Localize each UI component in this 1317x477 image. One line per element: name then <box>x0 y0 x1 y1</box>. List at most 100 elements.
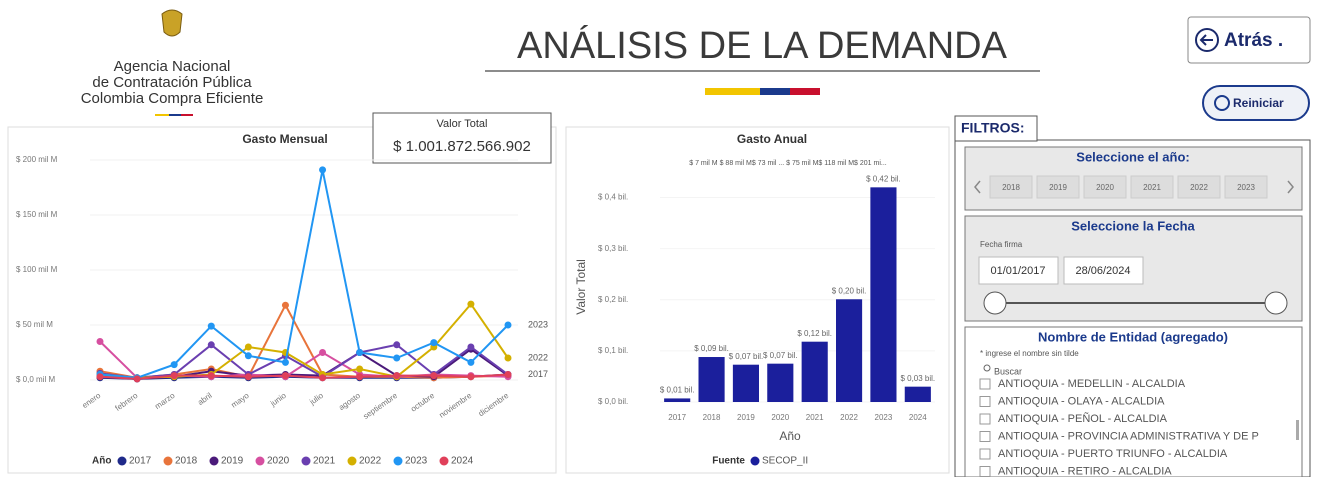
legend-label: SECOP_II <box>762 456 808 467</box>
line-marker <box>467 300 475 308</box>
value-label: $ 0,12 bil. <box>797 329 832 338</box>
year-option[interactable]: 2021 <box>1143 183 1161 192</box>
y-tick-label: $ 0,4 bil. <box>598 193 628 202</box>
line-marker <box>356 349 364 356</box>
date-slider-handle[interactable] <box>1264 291 1288 315</box>
legend-swatch <box>301 456 311 466</box>
year-list: 2018 2019 2020 2021 2022 2023 <box>989 175 1268 199</box>
line-marker <box>244 352 252 360</box>
line-marker <box>96 338 104 345</box>
back-label[interactable]: Atrás . <box>1224 30 1283 51</box>
date-start-box[interactable] <box>978 256 1059 285</box>
entity-checkbox[interactable] <box>979 448 991 460</box>
line-marker <box>170 361 178 369</box>
date-end-box[interactable] <box>1063 256 1144 285</box>
entity-checkbox[interactable] <box>979 431 991 442</box>
reset-label[interactable]: Reiniciar <box>1233 96 1284 110</box>
flag-stripe <box>760 88 790 95</box>
entity-option[interactable]: ANTIOQUIA - PROVINCIA ADMINISTRATIVA Y D… <box>998 430 1259 442</box>
year-box[interactable] <box>1036 175 1080 199</box>
line-marker <box>207 322 215 330</box>
line-marker <box>356 373 364 381</box>
entity-option[interactable]: ANTIOQUIA - OLAYA - ALCALDIA <box>998 395 1165 407</box>
y-tick-label: $ 150 mil M <box>16 210 58 219</box>
search-icon <box>983 364 991 372</box>
legend-label: 2019 <box>221 456 244 467</box>
entity-option[interactable]: ANTIOQUIA - PUERTO TRIUNFO - ALCALDIA <box>998 448 1228 460</box>
entity-option[interactable]: ANTIOQUIA - PEÑOL - ALCALDIA <box>998 412 1168 425</box>
line-marker <box>319 374 327 382</box>
top-note: $ 7 mil M $ 88 mil M$ 73 mil ... $ 75 mi… <box>689 160 887 167</box>
entity-search[interactable]: Buscar <box>994 366 1022 376</box>
entity-checkbox[interactable] <box>979 466 991 477</box>
entity-checkbox[interactable] <box>979 378 991 390</box>
logo-line: de Contratación Pública <box>92 74 252 91</box>
date-slider-handle[interactable] <box>983 291 1007 315</box>
line-marker <box>504 354 512 362</box>
bar <box>664 398 691 402</box>
legend-title: Fuente <box>712 456 745 467</box>
legend-swatch <box>347 456 357 466</box>
back-button[interactable]: Atrás . <box>1187 16 1311 64</box>
scrollbar[interactable] <box>1296 420 1299 440</box>
entity-list: ANTIOQUIA - MEDELLIN - ALCALDIA ANTIOQUIA… <box>979 378 1259 477</box>
reset-button-box[interactable] <box>1202 85 1310 121</box>
back-icon[interactable] <box>1195 28 1219 52</box>
x-tick-label: 2021 <box>806 413 824 422</box>
line-marker <box>467 343 475 351</box>
filters-tab <box>954 115 1038 142</box>
y-tick-label: $ 0,3 bil. <box>598 244 628 253</box>
date-end[interactable]: 28/06/2024 <box>1075 265 1130 277</box>
value-label: $ 0,03 bil. <box>900 374 935 383</box>
legend-label: 2021 <box>313 456 336 467</box>
y-tick-label: $ 0,0 mil M <box>16 375 55 384</box>
line-marker <box>281 358 289 366</box>
back-button-box[interactable] <box>1187 16 1311 64</box>
date-start[interactable]: 01/01/2017 <box>990 265 1045 277</box>
legend-swatch <box>163 456 173 466</box>
entity-checkbox[interactable] <box>979 413 991 425</box>
bar <box>801 341 828 402</box>
legend-label: 2024 <box>451 456 474 467</box>
line-marker <box>96 373 104 381</box>
x-tick-label: 2017 <box>668 413 686 422</box>
year-box[interactable] <box>1224 175 1268 199</box>
line-marker <box>281 372 289 380</box>
value-label: $ 0,07 bil. <box>763 351 798 360</box>
line-marker <box>504 321 512 329</box>
year-option[interactable]: 2018 <box>1002 183 1020 192</box>
year-box[interactable] <box>1130 175 1174 199</box>
legend-label: 2020 <box>267 456 290 467</box>
entity-checkbox[interactable] <box>979 396 991 407</box>
card-value: $ 1.001.872.566.902 <box>393 138 531 155</box>
entity-option[interactable]: ANTIOQUIA - MEDELLIN - ALCALDIA <box>998 378 1186 390</box>
year-box[interactable] <box>1177 175 1221 199</box>
reset-button[interactable]: Reiniciar <box>1202 85 1310 121</box>
chart-title: Gasto Anual <box>737 132 807 146</box>
line-marker <box>467 358 475 366</box>
line-marker <box>207 341 215 349</box>
end-label: 2022 <box>528 352 548 362</box>
year-option[interactable]: 2022 <box>1190 183 1208 192</box>
card-label: Valor Total <box>437 118 488 130</box>
logo-stripe <box>155 114 169 116</box>
y-axis-title: Valor Total <box>574 259 588 315</box>
entity-hint: * ingrese el nombre sin tilde <box>980 349 1079 358</box>
year-box[interactable] <box>1083 175 1127 199</box>
line-series <box>99 343 509 379</box>
slicer-arrows[interactable] <box>974 180 1294 194</box>
year-option[interactable]: 2019 <box>1049 183 1067 192</box>
back-arrow[interactable] <box>1199 34 1213 46</box>
entity-slicer <box>964 326 1303 477</box>
year-option[interactable]: 2020 <box>1096 183 1114 192</box>
line-marker <box>393 354 401 362</box>
line-marker <box>244 373 252 381</box>
line-marker <box>393 372 401 380</box>
entity-option[interactable]: ANTIOQUIA - RETIRO - ALCALDIA <box>998 465 1172 477</box>
year-option[interactable]: 2023 <box>1237 183 1255 192</box>
year-box[interactable] <box>989 175 1033 199</box>
card-box <box>372 112 552 164</box>
reset-icon[interactable] <box>1214 95 1230 111</box>
